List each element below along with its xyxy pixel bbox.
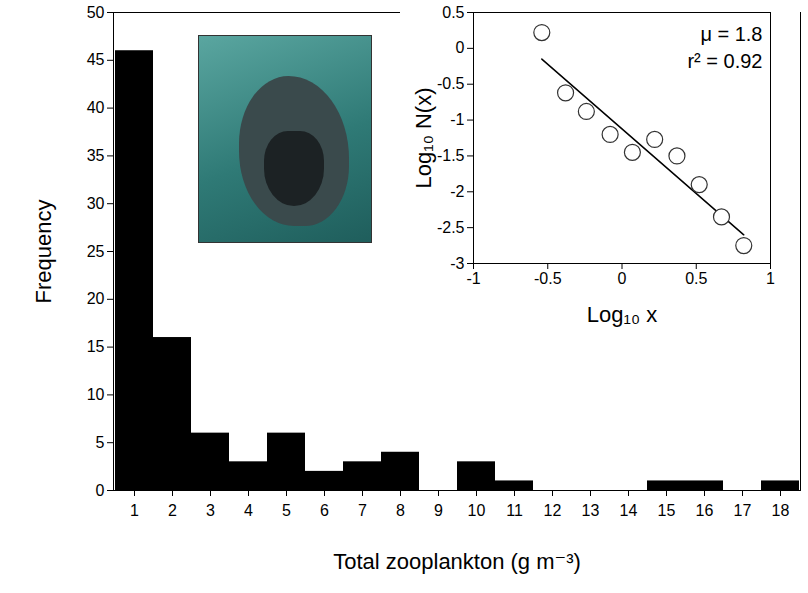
svg-text:5: 5 bbox=[282, 502, 291, 519]
svg-text:Frequency: Frequency bbox=[31, 200, 56, 304]
svg-text:0: 0 bbox=[618, 270, 627, 287]
svg-text:15: 15 bbox=[658, 502, 676, 519]
svg-text:4: 4 bbox=[244, 502, 253, 519]
svg-text:16: 16 bbox=[696, 502, 714, 519]
svg-text:0.5: 0.5 bbox=[442, 5, 464, 21]
svg-text:50: 50 bbox=[87, 4, 105, 21]
svg-text:45: 45 bbox=[87, 51, 105, 68]
svg-text:35: 35 bbox=[87, 147, 105, 164]
svg-text:30: 30 bbox=[87, 195, 105, 212]
svg-text:-1: -1 bbox=[466, 270, 480, 287]
svg-text:Log₁₀ N(x): Log₁₀ N(x) bbox=[411, 88, 436, 189]
svg-text:3: 3 bbox=[206, 502, 215, 519]
svg-text:1: 1 bbox=[130, 502, 139, 519]
svg-text:40: 40 bbox=[87, 99, 105, 116]
svg-text:1: 1 bbox=[766, 270, 775, 287]
svg-text:17: 17 bbox=[734, 502, 752, 519]
svg-text:6: 6 bbox=[320, 502, 329, 519]
svg-text:15: 15 bbox=[87, 338, 105, 355]
svg-text:11: 11 bbox=[506, 502, 523, 519]
svg-text:-2.5: -2.5 bbox=[437, 219, 465, 236]
svg-text:-3: -3 bbox=[450, 255, 464, 272]
svg-text:μ = 1.8: μ = 1.8 bbox=[700, 23, 762, 45]
svg-text:-2: -2 bbox=[450, 183, 464, 200]
svg-text:5: 5 bbox=[96, 434, 105, 451]
svg-text:r² = 0.92: r² = 0.92 bbox=[687, 50, 762, 72]
svg-text:20: 20 bbox=[87, 290, 105, 307]
svg-text:10: 10 bbox=[87, 386, 105, 403]
svg-text:12: 12 bbox=[544, 502, 562, 519]
svg-text:13: 13 bbox=[582, 502, 600, 519]
svg-text:-0.5: -0.5 bbox=[437, 75, 465, 92]
svg-text:-1.5: -1.5 bbox=[437, 147, 465, 164]
svg-text:0: 0 bbox=[456, 39, 465, 56]
svg-text:10: 10 bbox=[468, 502, 486, 519]
svg-text:2: 2 bbox=[168, 502, 177, 519]
svg-text:25: 25 bbox=[87, 243, 105, 260]
svg-text:0.5: 0.5 bbox=[685, 270, 707, 287]
svg-text:18: 18 bbox=[772, 502, 790, 519]
svg-text:9: 9 bbox=[434, 502, 443, 519]
svg-text:0: 0 bbox=[96, 482, 105, 499]
svg-text:-0.5: -0.5 bbox=[534, 270, 562, 287]
svg-text:Log₁₀ x: Log₁₀ x bbox=[587, 302, 657, 327]
svg-text:-1: -1 bbox=[450, 111, 464, 128]
svg-text:Total zooplankton (g m⁻³): Total zooplankton (g m⁻³) bbox=[333, 549, 581, 574]
svg-text:7: 7 bbox=[358, 502, 367, 519]
svg-text:8: 8 bbox=[396, 502, 405, 519]
svg-text:14: 14 bbox=[620, 502, 638, 519]
